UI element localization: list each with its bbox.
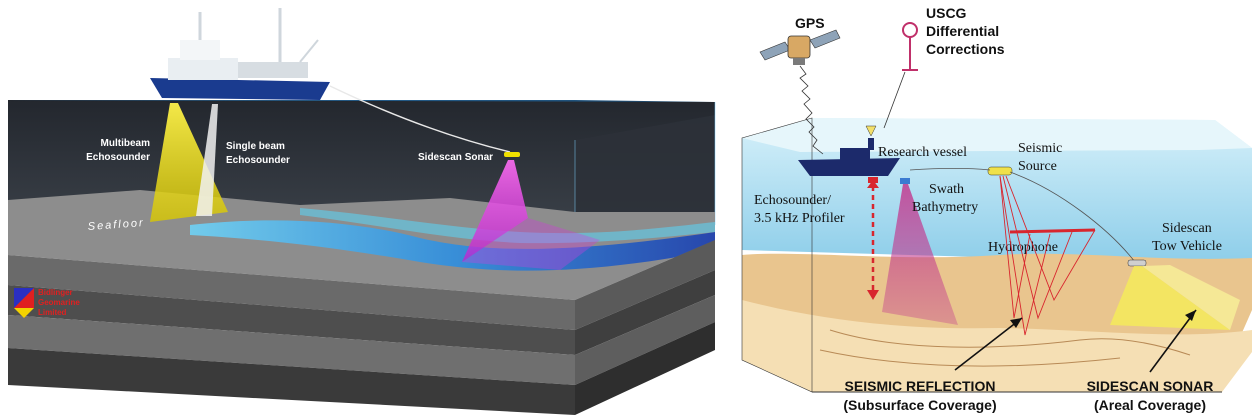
- sediment-layer: [8, 315, 575, 385]
- seismic-reflection-caption: (Subsurface Coverage): [843, 397, 996, 413]
- sediment-layer: [8, 255, 575, 330]
- seismic-reflection-caption: SEISMIC REFLECTION: [845, 378, 996, 394]
- svg-text:Bidlinger: Bidlinger: [38, 288, 73, 297]
- uscg-signal: [883, 71, 906, 129]
- sidescan-fan: [462, 160, 528, 262]
- research-vessel-label: Research vessel: [878, 145, 967, 160]
- echosounder-label: Echosounder/: [754, 193, 831, 208]
- survey-ship: [150, 8, 330, 100]
- seismic-arrow: [954, 317, 1023, 371]
- swath-label: Bathymetry: [912, 200, 978, 215]
- uscg-antenna-icon: [902, 22, 918, 71]
- svg-text:Limited: Limited: [38, 308, 67, 317]
- sediment-layer: [8, 348, 575, 415]
- uscg-label: USCG: [926, 5, 967, 21]
- gps-label: GPS: [795, 15, 825, 31]
- echosounder-label: 3.5 kHz Profiler: [754, 211, 845, 226]
- seismic-source-label: Source: [1018, 159, 1057, 174]
- swath-fan: [882, 184, 958, 325]
- sidescan-tow-vehicle-icon: [1127, 259, 1147, 267]
- hydrophone-streamer: [1009, 228, 1096, 234]
- sidescan-sonar-caption: SIDESCAN SONAR: [1087, 378, 1214, 394]
- seafloor-label: Seafloor: [87, 217, 145, 233]
- svg-text:Geomarine: Geomarine: [38, 298, 80, 307]
- sidescan-sonar-caption: (Areal Coverage): [1094, 397, 1206, 413]
- hydrophone-label: Hydrophone: [988, 240, 1058, 255]
- seismic-rays: [999, 175, 1096, 336]
- towfish-icon: [504, 152, 520, 157]
- multibeam-label: Echosounder: [86, 152, 150, 163]
- singlebeam-label: Single beam: [226, 141, 285, 152]
- sidescan-label: Sidescan Sonar: [418, 152, 493, 163]
- multibeam-label: Multibeam: [101, 138, 151, 149]
- swath-label: Swath: [929, 182, 964, 197]
- gps-signal: [799, 65, 824, 155]
- sidescan-tow-label: Sidescan: [1162, 221, 1212, 236]
- sediment-layer: [8, 285, 575, 355]
- uscg-label: Differential: [926, 23, 999, 39]
- company-logo: Bidlinger Geomarine Limited: [14, 288, 80, 318]
- seismic-source-icon: [987, 166, 1013, 176]
- tow-line: [909, 168, 991, 171]
- singlebeam-fan: [196, 104, 218, 216]
- left-panel: Multibeam Echosounder Single beam Echoso…: [8, 8, 716, 415]
- sidescan-tow-label: Tow Vehicle: [1152, 239, 1222, 254]
- sidescan-arrow: [1149, 309, 1197, 373]
- research-vessel-icon: [798, 125, 910, 184]
- right-panel: GPS USCG Differential Corrections Resear…: [741, 5, 1252, 413]
- subsurface-front: [742, 300, 1252, 392]
- gps-satellite-icon: [759, 29, 841, 65]
- uscg-label: Corrections: [926, 41, 1005, 57]
- singlebeam-label: Echosounder: [226, 155, 290, 166]
- sidescan-fan: [1110, 266, 1230, 330]
- seismic-source-label: Seismic: [1018, 141, 1062, 156]
- tow-cable: [329, 85, 511, 153]
- seafloor-trench: [190, 220, 715, 271]
